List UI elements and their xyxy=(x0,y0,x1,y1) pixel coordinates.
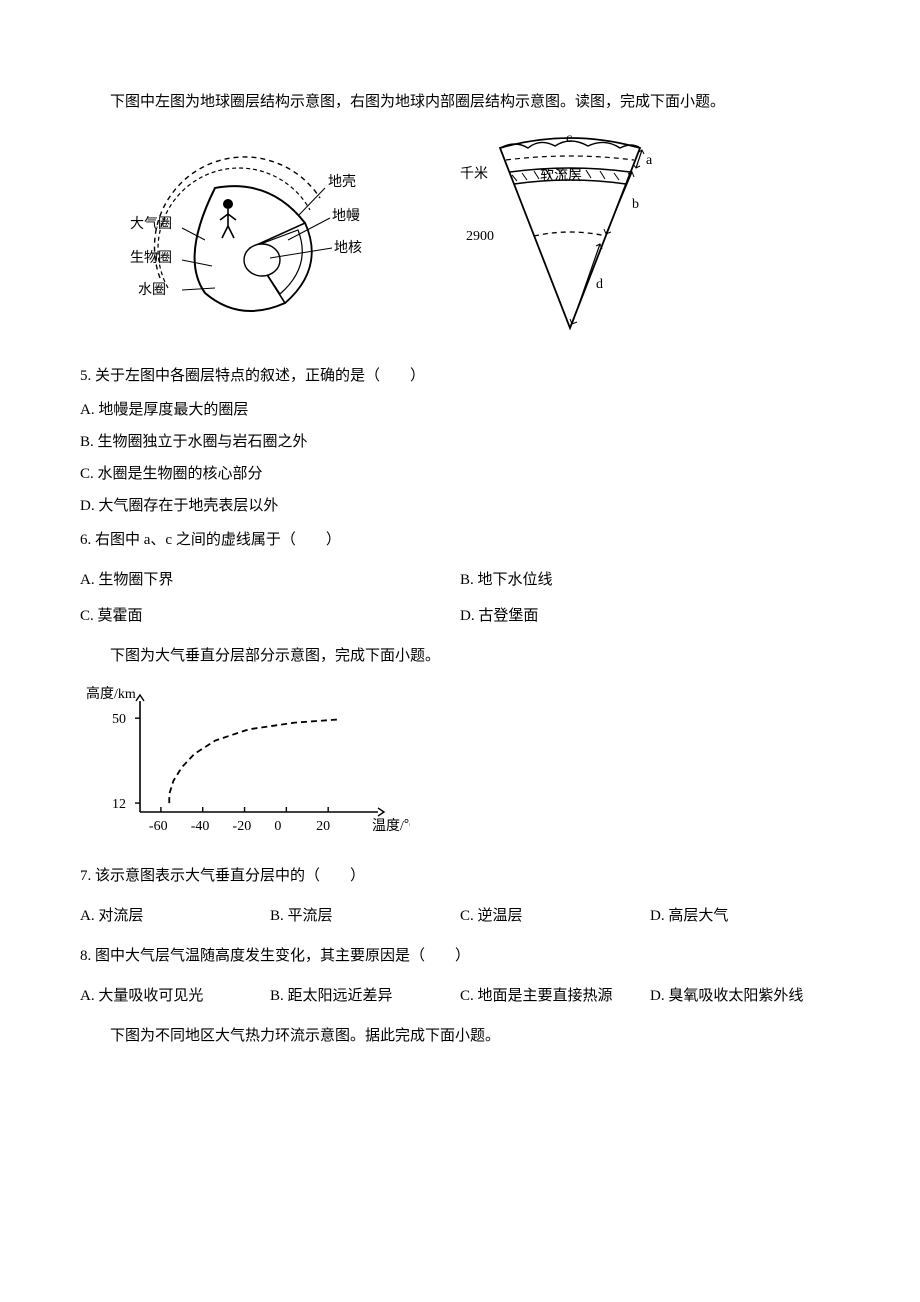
label-core: 地核 xyxy=(334,240,362,256)
section1-intro: 下图中左图为地球圈层结构示意图，右图为地球内部圈层结构示意图。读图，完成下面小题… xyxy=(80,90,840,114)
q6-opt-d[interactable]: D. 古登堡面 xyxy=(460,604,840,628)
label-km: 千米 xyxy=(460,166,488,182)
section1-figures: 大气圈 生物圈 水圈 地壳 地幔 地核 千米 xyxy=(120,128,840,346)
q5-opt-d[interactable]: D. 大气圈存在于地壳表层以外 xyxy=(80,494,840,518)
q6-opt-a[interactable]: A. 生物圈下界 xyxy=(80,568,460,592)
section3-intro: 下图为不同地区大气热力环流示意图。据此完成下面小题。 xyxy=(80,1024,840,1048)
q5-stem: 5. 关于左图中各圈层特点的叙述，正确的是（ ） xyxy=(80,364,840,388)
svg-text:高度/km: 高度/km xyxy=(86,685,136,702)
svg-text:20: 20 xyxy=(316,819,330,834)
svg-text:0: 0 xyxy=(274,819,281,834)
q8-stem: 8. 图中大气层气温随高度发生变化，其主要原因是（ ） xyxy=(80,944,840,968)
svg-text:-60: -60 xyxy=(149,819,168,834)
svg-text:12: 12 xyxy=(112,797,126,812)
atmos-chart: 高度/km 温度/℃ 12 50 -60 -40 -20 0 20 xyxy=(80,682,840,850)
mark-a: a xyxy=(646,153,653,168)
svg-text:-40: -40 xyxy=(191,819,210,834)
mark-c: c xyxy=(566,131,572,146)
svg-text:-20: -20 xyxy=(233,819,252,834)
section2-intro: 下图为大气垂直分层部分示意图，完成下面小题。 xyxy=(80,644,840,668)
q8-opt-a[interactable]: A. 大量吸收可见光 xyxy=(80,984,270,1008)
wedge-svg: 千米 2900 软流层 a c b d xyxy=(440,128,690,338)
mark-d: d xyxy=(596,277,603,292)
q8-opt-b[interactable]: B. 距太阳远近差异 xyxy=(270,984,460,1008)
label-hydrosphere: 水圈 xyxy=(138,282,166,298)
mark-b: b xyxy=(632,197,639,212)
label-mantle: 地幔 xyxy=(332,208,360,224)
left-diagram: 大气圈 生物圈 水圈 地壳 地幔 地核 xyxy=(120,128,380,336)
q6-stem: 6. 右图中 a、c 之间的虚线属于（ ） xyxy=(80,528,840,552)
q5-opt-c[interactable]: C. 水圈是生物圈的核心部分 xyxy=(80,462,840,486)
q6-opt-c[interactable]: C. 莫霍面 xyxy=(80,604,460,628)
q7-opt-a[interactable]: A. 对流层 xyxy=(80,904,270,928)
right-diagram: 千米 2900 软流层 a c b d xyxy=(440,128,690,346)
q6-options: A. 生物圈下界 B. 地下水位线 C. 莫霍面 D. 古登堡面 xyxy=(80,562,840,634)
label-biosphere: 生物圈 xyxy=(130,250,172,266)
q8-opt-c[interactable]: C. 地面是主要直接热源 xyxy=(460,984,650,1008)
q6-opt-b[interactable]: B. 地下水位线 xyxy=(460,568,840,592)
label-asthenosphere: 软流层 xyxy=(540,168,582,184)
q5-opt-b[interactable]: B. 生物圈独立于水圈与岩石圈之外 xyxy=(80,430,840,454)
q7-opt-b[interactable]: B. 平流层 xyxy=(270,904,460,928)
q5-options: A. 地幔是厚度最大的圈层 B. 生物圈独立于水圈与岩石圈之外 C. 水圈是生物… xyxy=(80,398,840,518)
q7-opt-c[interactable]: C. 逆温层 xyxy=(460,904,650,928)
label-atmosphere: 大气圈 xyxy=(130,216,172,232)
q5-opt-a[interactable]: A. 地幔是厚度最大的圈层 xyxy=(80,398,840,422)
q7-stem: 7. 该示意图表示大气垂直分层中的（ ） xyxy=(80,864,840,888)
q7-opt-d[interactable]: D. 高层大气 xyxy=(650,904,840,928)
svg-text:温度/℃: 温度/℃ xyxy=(372,818,410,834)
label-crust: 地壳 xyxy=(328,173,356,190)
q7-options: A. 对流层 B. 平流层 C. 逆温层 D. 高层大气 xyxy=(80,898,840,934)
q8-opt-d[interactable]: D. 臭氧吸收太阳紫外线 xyxy=(650,984,840,1008)
q8-options: A. 大量吸收可见光 B. 距太阳远近差异 C. 地面是主要直接热源 D. 臭氧… xyxy=(80,978,840,1014)
svg-text:50: 50 xyxy=(112,712,126,727)
atmos-chart-svg: 高度/km 温度/℃ 12 50 -60 -40 -20 0 20 xyxy=(80,682,410,842)
earth-spheres-svg: 大气圈 生物圈 水圈 地壳 地幔 地核 xyxy=(120,128,380,328)
label-2900: 2900 xyxy=(466,229,494,244)
